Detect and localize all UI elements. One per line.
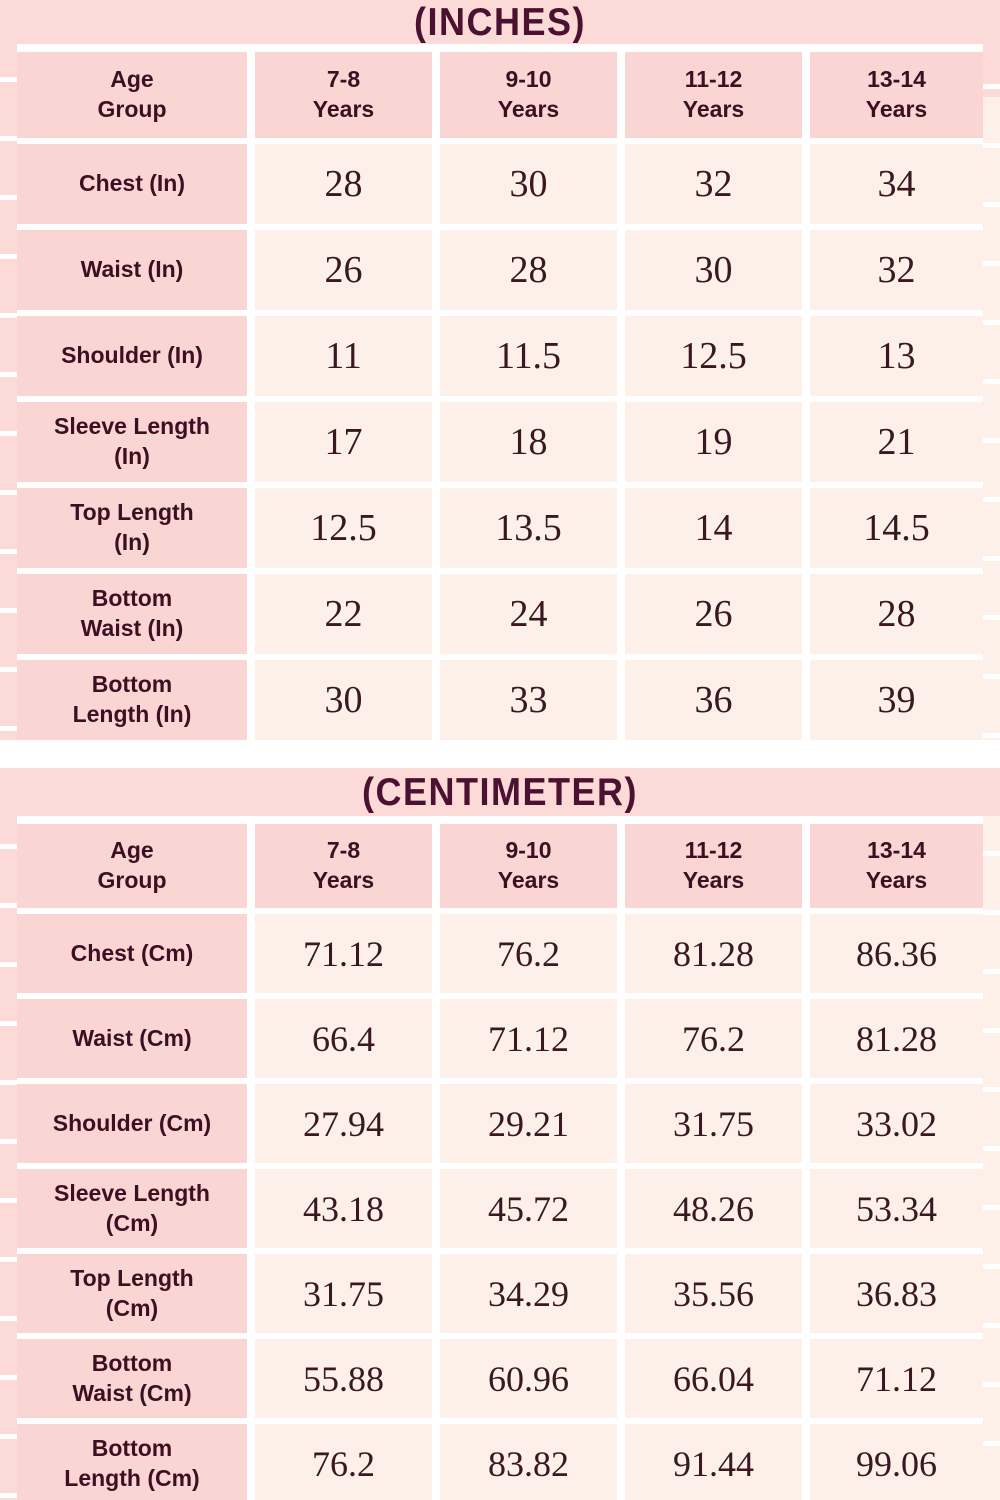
measurement-value-cell: 55.88 [255,1339,432,1418]
age-column-header-cell: 7-8 Years [255,824,432,908]
row-label-cell: Waist (In) [17,230,247,310]
age-group-header-cell: Age Group [17,52,247,138]
row-label-cell: Shoulder (Cm) [17,1084,247,1163]
section-divider [0,740,1000,768]
measurement-value-cell: 27.94 [255,1084,432,1163]
measurement-value-cell: 53.34 [810,1169,983,1248]
measurement-value-cell: 19 [625,402,802,482]
measurement-value-cell: 26 [625,574,802,654]
measurement-value-cell: 45.72 [440,1169,617,1248]
age-column-header-cell: 13-14 Years [810,824,983,908]
age-column-header-cell: 7-8 Years [255,52,432,138]
age-column-header-cell: 9-10 Years [440,52,617,138]
age-column-header-cell: 13-14 Years [810,52,983,138]
size-table-inches: (INCHES) Age Group 7-8 Years 9-10 Years 11-… [0,0,1000,740]
measurement-value-cell: 32 [810,230,983,310]
measurement-value-cell: 60.96 [440,1339,617,1418]
inches-title: (INCHES) [414,0,586,44]
row-label-cell: Waist (Cm) [17,999,247,1078]
measurement-value-cell: 34 [810,144,983,224]
measurement-value-cell: 30 [255,660,432,740]
measurement-value-cell: 86.36 [810,914,983,993]
measurement-value-cell: 13.5 [440,488,617,568]
measurement-value-cell: 71.12 [440,999,617,1078]
row-label-cell: Shoulder (In) [17,316,247,396]
measurement-value-cell: 12.5 [255,488,432,568]
measurement-value-cell: 83.82 [440,1424,617,1500]
measurement-grid-inches: Age Group 7-8 Years 9-10 Years 11-12 Years 1… [17,52,983,740]
centimeter-title-band: (CENTIMETER) [0,768,1000,816]
measurement-value-cell: 24 [440,574,617,654]
row-label-cell: Bottom Waist (In) [17,574,247,654]
measurement-value-cell: 28 [440,230,617,310]
inches-title-band: (INCHES) [0,0,1000,44]
measurement-value-cell: 36 [625,660,802,740]
measurement-value-cell: 28 [810,574,983,654]
measurement-value-cell: 71.12 [255,914,432,993]
age-column-header-cell: 9-10 Years [440,824,617,908]
measurement-value-cell: 66.04 [625,1339,802,1418]
measurement-value-cell: 81.28 [810,999,983,1078]
row-label-cell: Bottom Length (Cm) [17,1424,247,1500]
measurement-value-cell: 11.5 [440,316,617,396]
measurement-value-cell: 33 [440,660,617,740]
measurement-value-cell: 76.2 [625,999,802,1078]
measurement-value-cell: 12.5 [625,316,802,396]
row-label-cell: Chest (In) [17,144,247,224]
measurement-value-cell: 14.5 [810,488,983,568]
measurement-value-cell: 26 [255,230,432,310]
measurement-value-cell: 33.02 [810,1084,983,1163]
measurement-value-cell: 39 [810,660,983,740]
measurement-value-cell: 30 [625,230,802,310]
measurement-value-cell: 81.28 [625,914,802,993]
centimeter-title: (CENTIMETER) [362,769,638,814]
measurement-value-cell: 36.83 [810,1254,983,1333]
measurement-value-cell: 99.06 [810,1424,983,1500]
measurement-value-cell: 14 [625,488,802,568]
measurement-value-cell: 28 [255,144,432,224]
measurement-value-cell: 21 [810,402,983,482]
measurement-value-cell: 32 [625,144,802,224]
measurement-value-cell: 71.12 [810,1339,983,1418]
measurement-value-cell: 34.29 [440,1254,617,1333]
measurement-value-cell: 76.2 [255,1424,432,1500]
measurement-value-cell: 29.21 [440,1084,617,1163]
measurement-value-cell: 11 [255,316,432,396]
row-label-cell: Sleeve Length (In) [17,402,247,482]
measurement-value-cell: 35.56 [625,1254,802,1333]
measurement-value-cell: 13 [810,316,983,396]
row-label-cell: Bottom Waist (Cm) [17,1339,247,1418]
row-label-cell: Chest (Cm) [17,914,247,993]
age-column-header-cell: 11-12 Years [625,824,802,908]
measurement-value-cell: 48.26 [625,1169,802,1248]
measurement-value-cell: 31.75 [255,1254,432,1333]
age-group-header-cell: Age Group [17,824,247,908]
measurement-value-cell: 66.4 [255,999,432,1078]
measurement-grid-centimeter: Age Group 7-8 Years 9-10 Years 11-12 Years 1… [17,824,983,1500]
measurement-value-cell: 22 [255,574,432,654]
row-label-cell: Top Length (Cm) [17,1254,247,1333]
measurement-value-cell: 18 [440,402,617,482]
size-table-centimeter: (CENTIMETER) Age Group 7-8 Years 9-10 Year… [0,768,1000,1500]
measurement-value-cell: 31.75 [625,1084,802,1163]
measurement-value-cell: 17 [255,402,432,482]
row-label-cell: Top Length (In) [17,488,247,568]
measurement-value-cell: 43.18 [255,1169,432,1248]
measurement-value-cell: 76.2 [440,914,617,993]
row-label-cell: Bottom Length (In) [17,660,247,740]
measurement-value-cell: 91.44 [625,1424,802,1500]
row-label-cell: Sleeve Length (Cm) [17,1169,247,1248]
age-column-header-cell: 11-12 Years [625,52,802,138]
measurement-value-cell: 30 [440,144,617,224]
